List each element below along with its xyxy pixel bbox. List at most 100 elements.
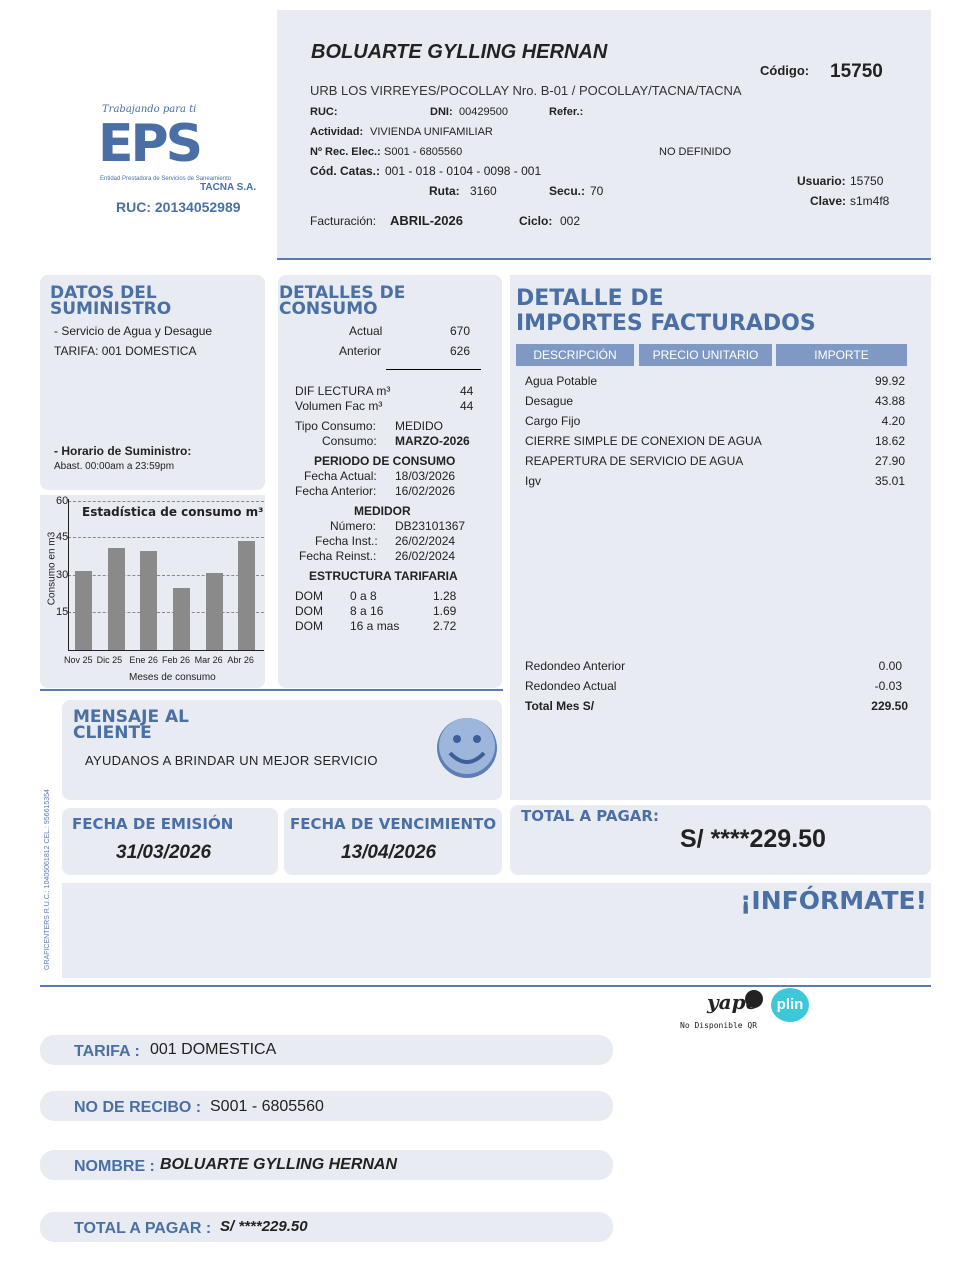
ciclo-label: Ciclo: [519, 214, 553, 228]
catas-value: 001 - 018 - 0104 - 0098 - 001 [385, 164, 542, 178]
customer-name: BOLUARTE GYLLING HERNAN [311, 41, 608, 63]
total-mes-value: 229.50 [871, 699, 908, 713]
importe-value: 99.92 [874, 374, 905, 388]
dif-label: DIF LECTURA m³ [295, 384, 391, 398]
consumo-panel [278, 275, 502, 688]
actividad-value: VIVIENDA UNIFAMILIAR [370, 126, 493, 138]
importe-desc: Desague [525, 394, 574, 408]
mensaje-panel [62, 700, 502, 800]
x-tick: Abr 26 [227, 655, 254, 665]
catas-label: Cód. Catas.: [310, 164, 381, 178]
informate-title: ¡INFÓRMATE! [740, 886, 928, 915]
x-tick: Mar 26 [194, 655, 223, 665]
estructura-title: ESTRUCTURA TARIFARIA [309, 569, 458, 583]
redondeo-act-value: -0.03 [874, 679, 902, 693]
gridline [68, 575, 264, 576]
x-tick: Feb 26 [162, 655, 191, 665]
y-tick: 30 [56, 569, 69, 581]
importe-desc: Agua Potable [525, 374, 598, 388]
importe-desc: Igv [525, 474, 542, 488]
ruta-label: Ruta: [429, 184, 460, 198]
importe-desc: Cargo Fijo [525, 414, 581, 428]
tipo-label: Tipo Consumo: [295, 419, 376, 433]
ruta-value: 3160 [470, 184, 497, 198]
mensaje-title-2: CLIENTE [73, 723, 152, 743]
dif-value: 44 [460, 384, 474, 398]
fecha-actual-value: 18/03/2026 [395, 469, 456, 483]
y-tick: 15 [56, 606, 69, 618]
vol-label: Volumen Fac m³ [295, 399, 383, 413]
consumo-label: Consumo: [322, 434, 377, 448]
dni-value: 00429500 [459, 106, 508, 118]
gridline [68, 501, 264, 502]
actual-label: Actual [349, 324, 383, 338]
vol-value: 44 [460, 399, 474, 413]
col-descripcion: DESCRIPCIÓN [516, 344, 634, 366]
codigo-value: 15750 [830, 61, 883, 82]
fecha-reinst-value: 26/02/2024 [395, 549, 456, 563]
informate-panel [62, 883, 931, 978]
col-precio: PRECIO UNITARIO [639, 344, 772, 366]
consumo-title-2: CONSUMO [279, 299, 378, 319]
smiley-icon [436, 717, 498, 779]
servicio: - Servicio de Agua y Desague [54, 324, 213, 338]
fecha-inst-label: Fecha Inst.: [315, 534, 378, 548]
facturacion-label: Facturación: [310, 214, 377, 228]
redondeo-act-label: Redondeo Actual [525, 679, 617, 693]
numero-value: DB23101367 [395, 519, 466, 533]
secu-value: 70 [590, 184, 604, 198]
fecha-inst-value: 26/02/2024 [395, 534, 456, 548]
y-tick: 45 [56, 531, 69, 543]
logo-text: EPS [98, 114, 203, 174]
secu-label: Secu.: [549, 184, 586, 198]
y-tick: 60 [56, 495, 69, 507]
importe-value: 43.88 [874, 394, 905, 408]
redondeo-ant-value: 0.00 [878, 659, 902, 673]
tipo-value: MEDIDO [395, 419, 443, 433]
stub-recibo: NO DE RECIBO : S001 - 6805560 [40, 1091, 613, 1121]
fecha-reinst-label: Fecha Reinst.: [299, 549, 377, 563]
chart-title: Estadística de consumo m³ [82, 505, 264, 519]
importe-value: 35.01 [874, 474, 905, 488]
customer-header [277, 10, 931, 258]
importes-title-2: IMPORTES FACTURADOS [516, 311, 816, 336]
usuario-value: 15750 [850, 174, 884, 188]
stub-total: TOTAL A PAGAR : S/ ****229.50 [40, 1212, 613, 1242]
importes-title: DETALLE DE [516, 286, 664, 311]
total-label: TOTAL A PAGAR: [521, 807, 659, 825]
col-importe: IMPORTE [776, 344, 907, 366]
suministro-title: DATOS DEL [50, 283, 157, 303]
anterior-value: 626 [450, 344, 471, 358]
chart-bar [205, 573, 223, 650]
logo-city: TACNA S.A. [200, 182, 257, 193]
fecha-actual-label: Fecha Actual: [304, 469, 377, 483]
clave-label: Clave: [810, 194, 847, 208]
yape-badge-icon [745, 990, 763, 1008]
emision-panel [62, 808, 278, 875]
gridline [68, 537, 264, 538]
total-mes-label: Total Mes S/ [525, 699, 595, 713]
no-definido: NO DEFINIDO [659, 146, 732, 158]
fecha-anterior-label: Fecha Anterior: [295, 484, 377, 498]
medidor-title: MEDIDOR [354, 504, 411, 518]
dni-label: DNI: [430, 106, 453, 118]
mensaje-title: MENSAJE AL [73, 707, 190, 727]
printer-credit: GRAFICENTERS R.U.C.: 10405061812 CEL.: 9… [44, 789, 51, 970]
chart-bar [238, 540, 256, 650]
refer-label: Refer.: [549, 106, 584, 118]
numero-label: Número: [330, 519, 377, 533]
stub-nombre: NOMBRE : BOLUARTE GYLLING HERNAN [40, 1150, 613, 1180]
x-axis-label: Meses de consumo [129, 672, 216, 683]
consumo-title: DETALLES DE [279, 283, 406, 303]
importe-value: 18.62 [874, 434, 905, 448]
stub-tarifa: TARIFA :001 DOMESTICA [40, 1035, 613, 1065]
facturacion-value: ABRIL-2026 [390, 213, 463, 228]
importe-desc: CIERRE SIMPLE DE CONEXION DE AGUA [525, 434, 762, 448]
clave-value: s1m4f8 [850, 194, 890, 208]
codigo-label: Código: [760, 63, 810, 78]
importe-value: 27.90 [874, 454, 905, 468]
chart-bar [75, 570, 92, 650]
redondeo-ant-label: Redondeo Anterior [525, 659, 626, 673]
chart-bar [173, 587, 190, 650]
company-ruc: RUC: 20134052989 [116, 199, 241, 215]
